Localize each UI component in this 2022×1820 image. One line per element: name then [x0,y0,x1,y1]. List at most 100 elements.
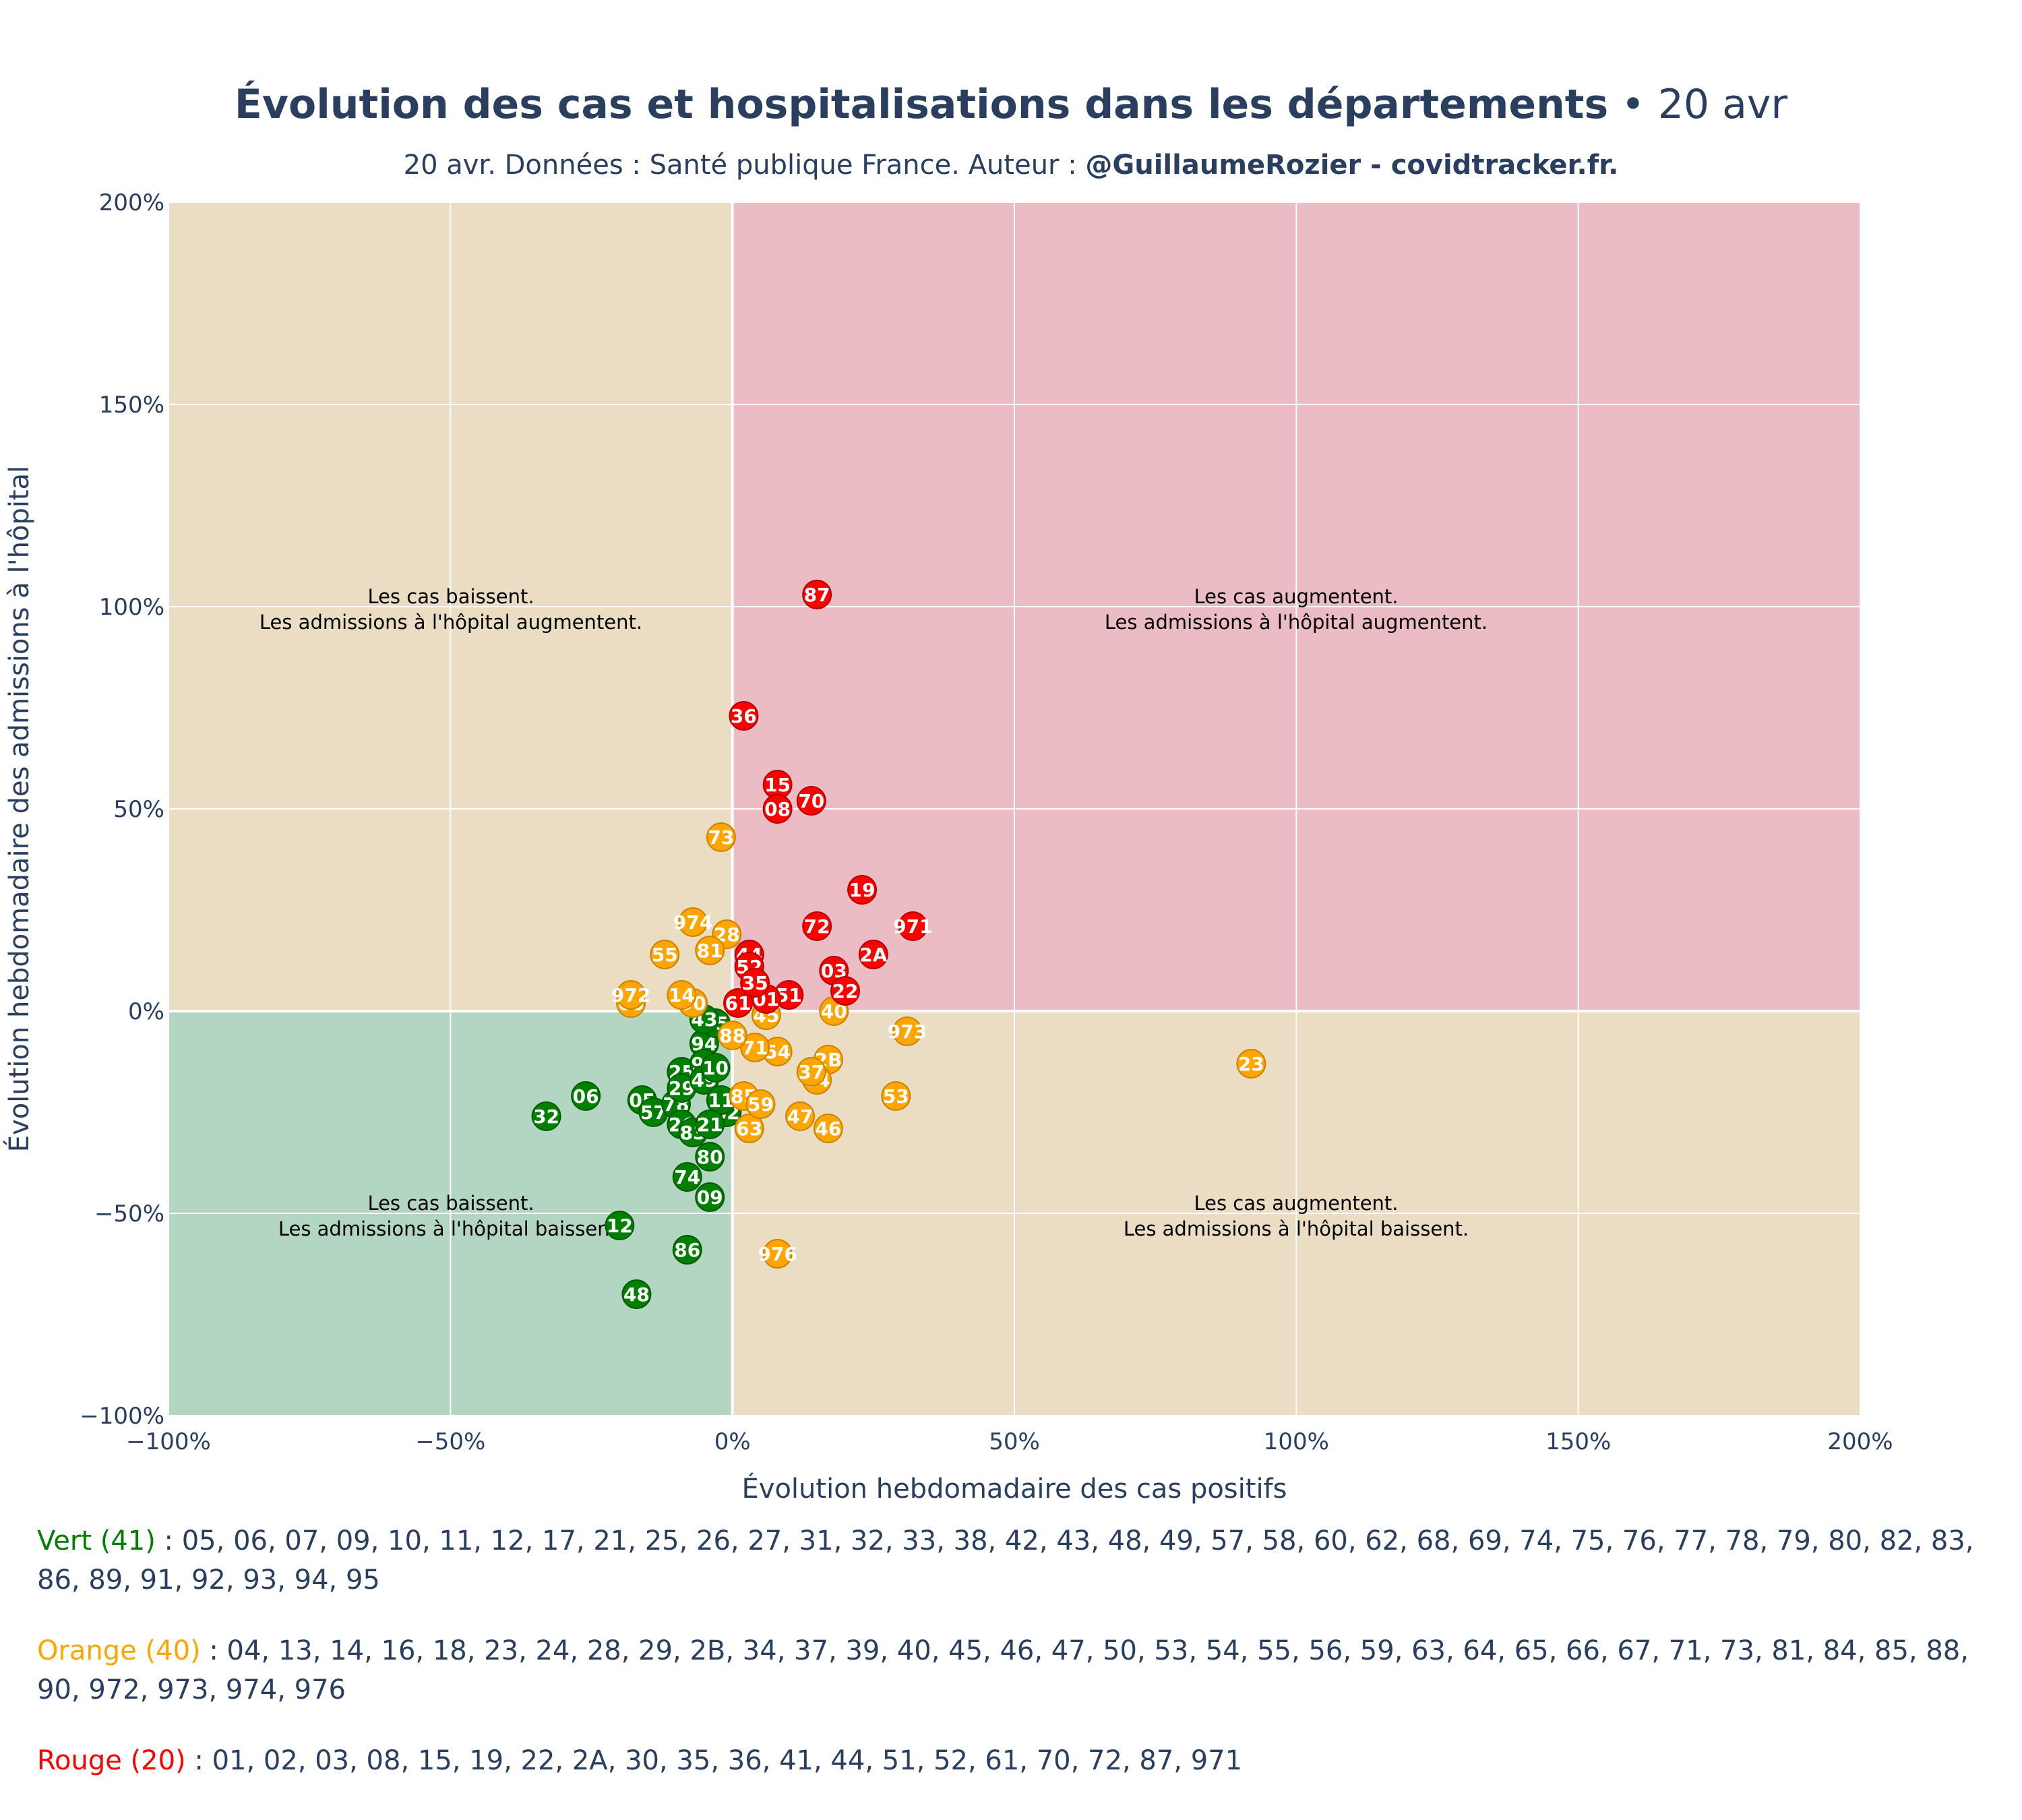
data-point-label: 32 [533,1105,559,1128]
data-point: 87 [802,580,832,609]
data-point: 36 [729,701,759,731]
data-point-marker [695,1142,725,1172]
data-point-marker [762,794,793,824]
chart-subtitle: 20 avr. Données : Santé publique France.… [404,150,1619,181]
data-point-marker [802,911,832,941]
data-point-label: 63 [736,1118,762,1140]
annotation-top-left: Les cas baissent. Les admissions à l'hôp… [259,585,642,634]
x-tick-label: −100% [126,1428,211,1455]
data-point-label: 2A [859,944,887,966]
data-point: 14 [667,980,697,1010]
data-point-label: 09 [697,1186,723,1209]
data-point-marker [695,1110,725,1139]
data-point-label: 53 [883,1085,909,1108]
data-point-marker [706,822,736,852]
data-point: 49 [689,1065,719,1095]
data-point-label: 73 [708,826,734,849]
data-point-marker [898,911,928,941]
data-point-label: 08 [764,798,791,820]
data-point-label: 14 [669,984,695,1006]
x-tick-label: 0% [714,1428,751,1455]
annotation-top-left-line1: Les cas baissent. [367,585,534,608]
data-point-label: 80 [697,1146,723,1168]
data-point: 974 [673,907,712,937]
annotation-bottom-left-line2: Les admissions à l'hôpital baissent. [278,1217,623,1240]
data-point-label: 55 [652,944,678,966]
data-point-marker [785,1101,816,1131]
data-point-marker [650,940,680,969]
y-tick-label: 50% [113,796,164,823]
data-point-label: 88 [719,1025,745,1047]
data-point-marker [1236,1049,1266,1079]
data-point-marker [892,1017,923,1046]
data-point-label: 81 [697,940,723,962]
data-point-marker [796,786,826,816]
data-point: 72 [802,911,832,941]
data-point-marker [700,1053,731,1083]
annotation-top-left-line2: Les admissions à l'hôpital augmentent. [259,611,642,634]
x-tick-label: 150% [1545,1428,1611,1455]
legend-red: Rouge (20) : 01, 02, 03, 08, 15, 19, 22,… [37,1741,1992,1780]
data-point-label: 976 [758,1243,797,1265]
annotation-bottom-right-line1: Les cas augmentent. [1194,1192,1398,1215]
data-point: 46 [813,1114,843,1143]
data-point-marker [745,1089,776,1119]
y-axis-title: Évolution hebdomadaire des admissions à … [3,466,35,1153]
data-point-marker [605,1211,635,1240]
data-point: 22 [830,976,860,1006]
data-point: 10 [700,1053,731,1083]
y-tick-label: −100% [80,1403,164,1430]
data-point-label: 22 [832,980,859,1002]
data-point: 63 [734,1114,764,1143]
data-point: 08 [762,794,793,824]
data-point: 80 [695,1142,725,1172]
data-point-label: 36 [731,705,757,727]
data-point-label: 971 [893,915,932,938]
data-point-marker [813,1114,843,1143]
data-point-label: 972 [611,984,650,1006]
data-point: 06 [571,1081,601,1111]
data-point: 74 [672,1162,702,1192]
x-tick-label: 200% [1827,1428,1893,1455]
annotation-bottom-left-line1: Les cas baissent. [367,1192,534,1215]
y-tick-label: 150% [99,392,164,419]
data-point-marker [531,1101,561,1131]
data-point-marker [621,1279,652,1309]
chart-title-main: Évolution des cas et hospitalisations da… [235,80,1608,128]
annotation-top-right-line2: Les admissions à l'hôpital augmentent. [1105,611,1488,634]
legend-green-label: Vert (41) [37,1525,156,1556]
data-point: 972 [611,980,650,1010]
data-point-marker [672,1235,702,1265]
data-point: 81 [695,936,725,965]
chart-title: Évolution des cas et hospitalisations da… [235,80,1788,128]
chart-subtitle-plain: 20 avr. Données : Santé publique France.… [404,150,1086,181]
data-point-label: 12 [607,1215,633,1237]
data-point: 37 [796,1057,826,1087]
data-point: 59 [745,1089,776,1119]
data-point: 47 [785,1101,816,1131]
data-point-label: 974 [673,911,712,934]
legend-orange-label: Orange (40) [37,1635,201,1666]
data-point: 2A [858,940,888,969]
data-point: 971 [893,911,933,941]
data-point: 973 [888,1017,927,1046]
data-point-marker [881,1081,911,1111]
data-point: 88 [717,1021,747,1050]
chart-title-date: • 20 avr [1608,81,1787,128]
legend-red-list: : 01, 02, 03, 08, 15, 19, 22, 2A, 30, 35… [185,1745,1243,1776]
annotation-bottom-right-line2: Les admissions à l'hôpital baissent. [1124,1217,1469,1240]
data-point: 19 [847,875,878,905]
data-point: 48 [621,1279,652,1309]
data-point: 32 [531,1101,561,1131]
y-tick-label: 200% [99,189,164,216]
data-point-label: 19 [849,879,876,901]
data-point: 53 [881,1081,911,1111]
data-point-label: 70 [798,790,824,812]
data-point-label: 74 [674,1166,700,1188]
annotation-bottom-left: Les cas baissent. Les admissions à l'hôp… [278,1192,623,1240]
data-point-marker [796,1057,826,1087]
data-point-label: 37 [798,1061,824,1083]
legend-orange-list: : 04, 13, 14, 16, 18, 23, 24, 28, 29, 2B… [37,1635,1969,1705]
data-point: 12 [605,1211,635,1240]
